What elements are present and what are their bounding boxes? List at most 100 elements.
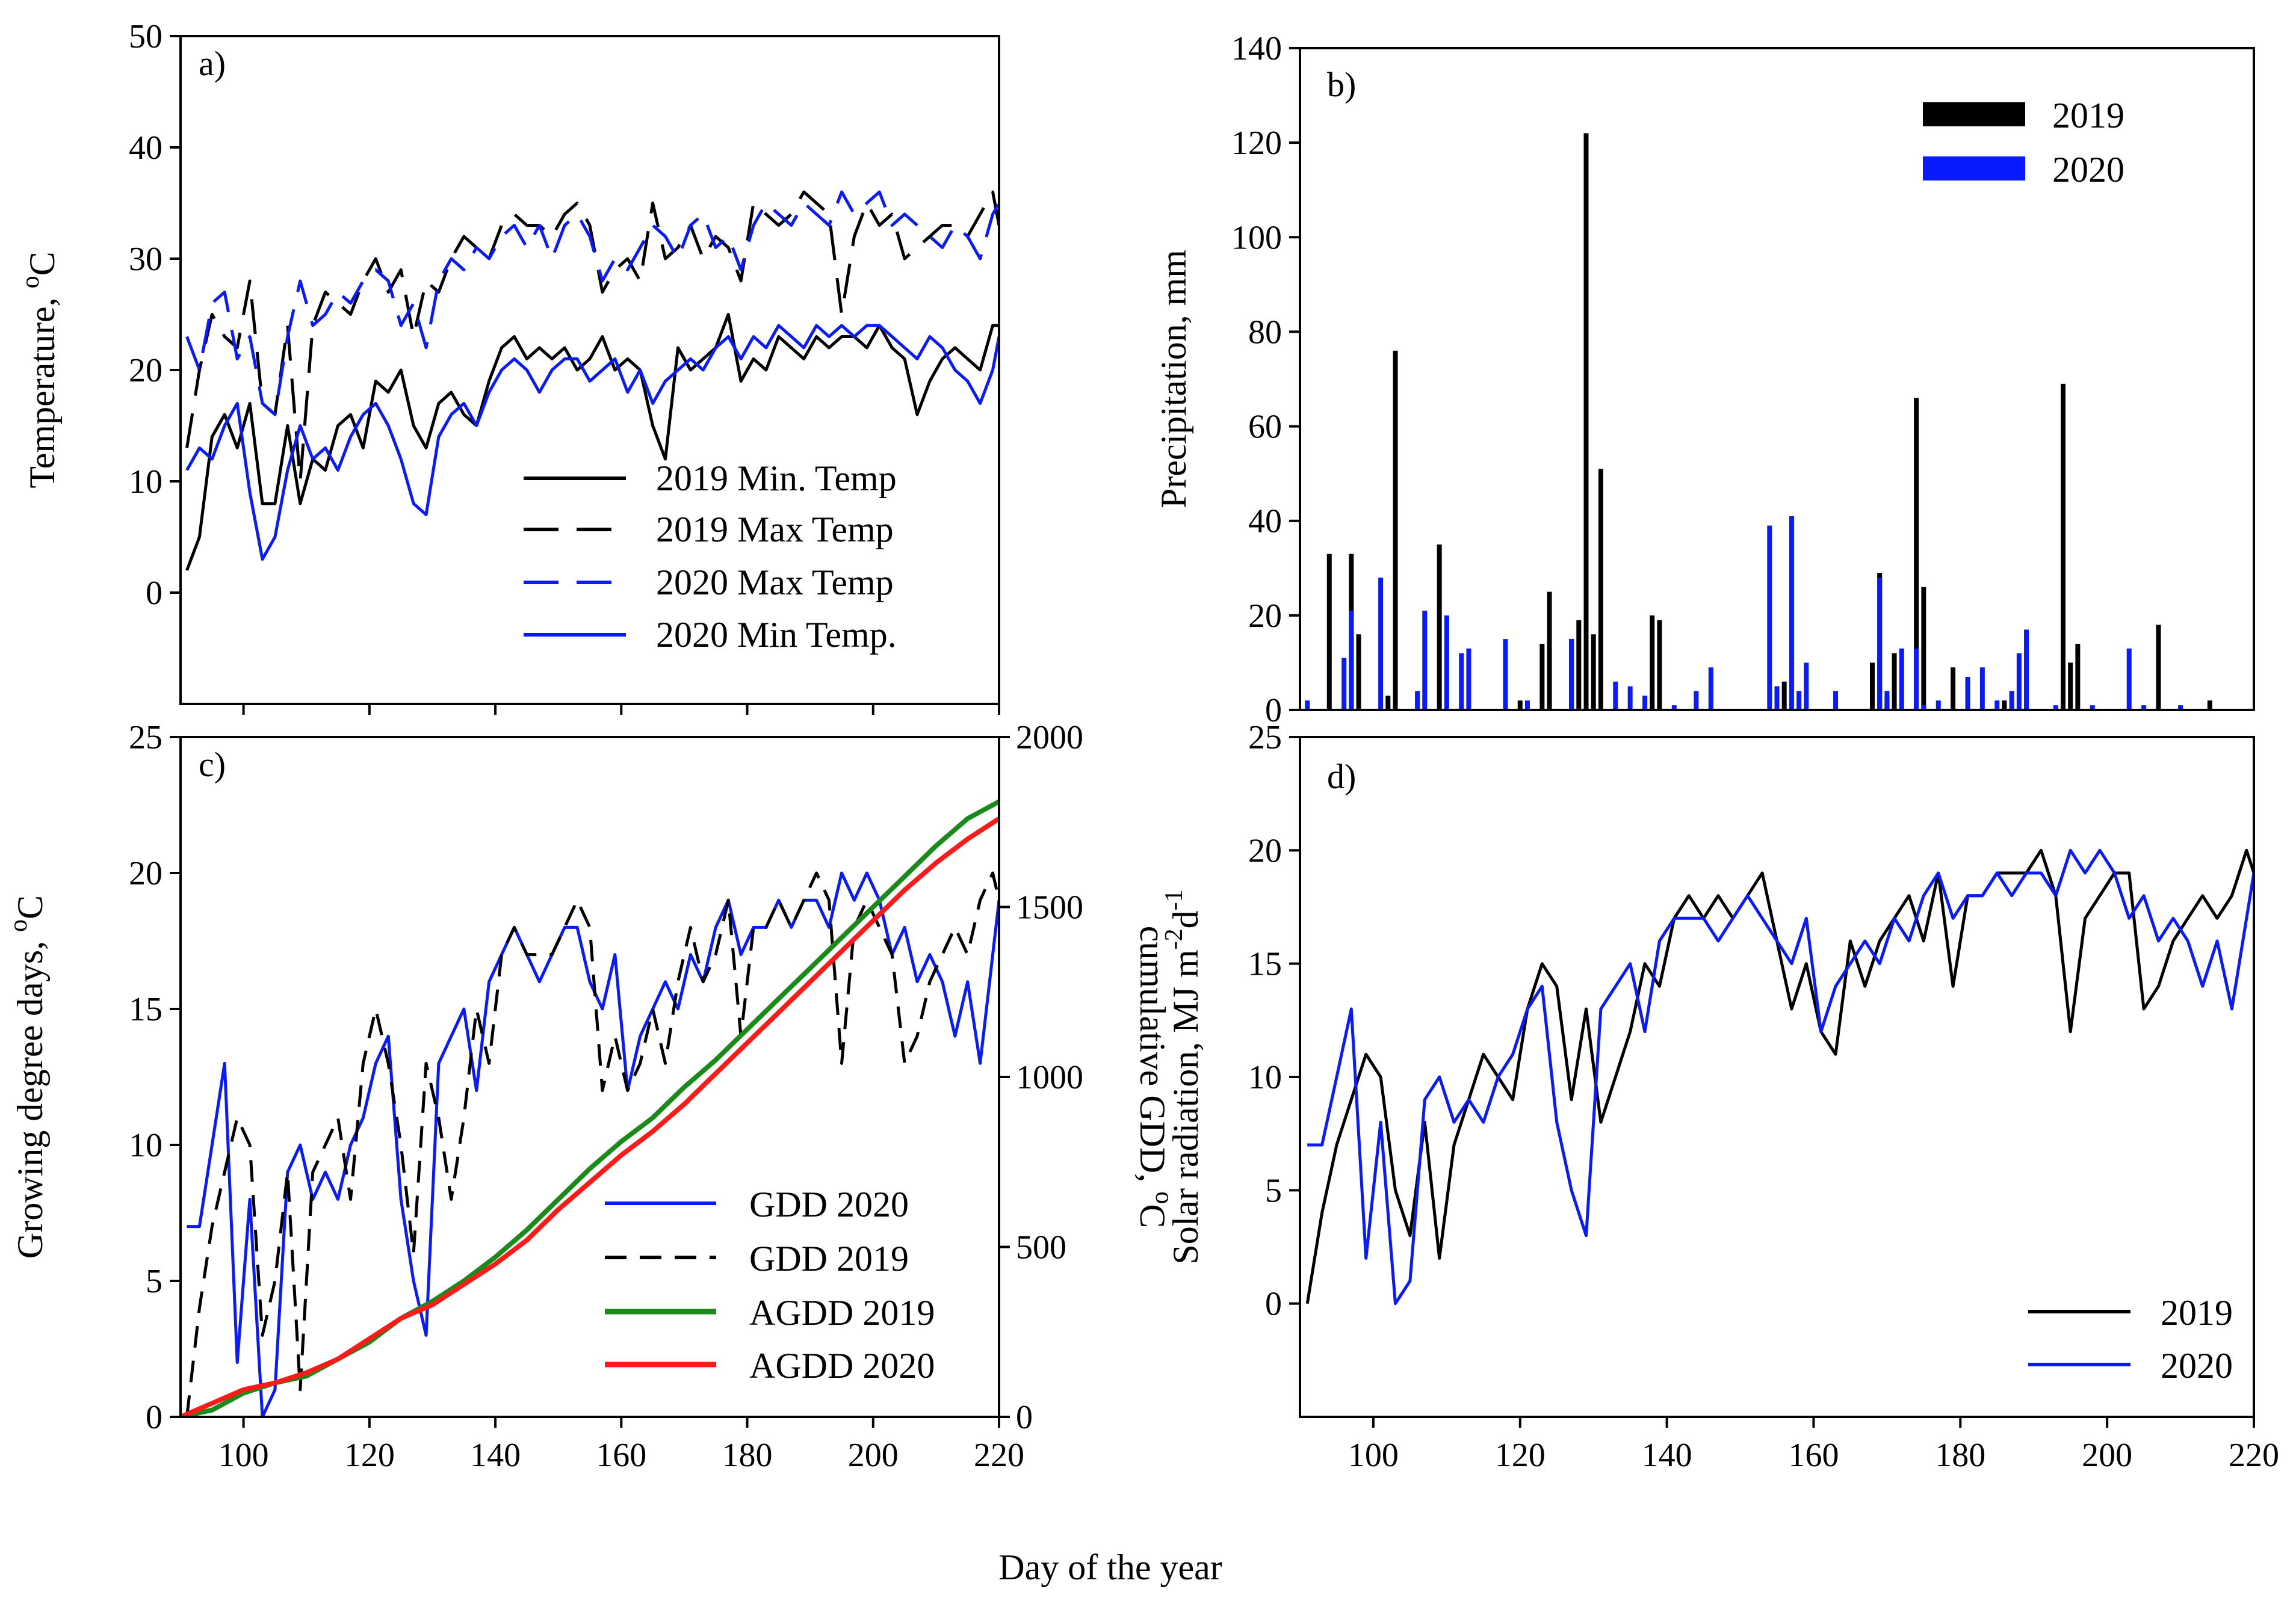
c-series-clip bbox=[181, 799, 999, 1417]
d-y-tick-label: 15 bbox=[1248, 946, 1282, 983]
c-y2-axis-label: cumulative GDD, oC bbox=[1133, 926, 1178, 1229]
b-bar-2020 bbox=[2141, 705, 2147, 710]
b-bar-2020 bbox=[1804, 662, 1809, 710]
a-series-2020-min-temp bbox=[185, 324, 999, 561]
d-x-tick-label: 180 bbox=[1935, 1437, 1985, 1474]
c-panel-label: c) bbox=[199, 745, 226, 784]
b-bar-2019 bbox=[2061, 383, 2065, 710]
c-legend: GDD 2020 GDD 2019 AGDD 2019 AGDD 2020 bbox=[605, 1185, 935, 1386]
b-bar-2020 bbox=[1994, 700, 2000, 710]
a-series-2019-max-temp bbox=[185, 190, 999, 483]
b-bar-2020 bbox=[1965, 677, 1970, 710]
b-bar-2020 bbox=[2009, 691, 2014, 710]
a-y-axis-label: Temperature, oC bbox=[17, 251, 62, 488]
a-y-tick-label: 50 bbox=[129, 18, 162, 55]
b-bar-2019 bbox=[1385, 696, 1391, 710]
b-bar-2019 bbox=[1914, 398, 1919, 710]
c-y-tick-label: 10 bbox=[129, 1127, 162, 1164]
b-bar-2019 bbox=[1393, 350, 1398, 710]
c-y-axis-label: Growing degree days, oC bbox=[5, 895, 50, 1259]
d-legend-label-2020: 2020 bbox=[2161, 1346, 2233, 1386]
b-bar-2019 bbox=[1583, 133, 1589, 710]
b-y-axis-label: Precipitation, mm bbox=[1154, 250, 1193, 508]
b-bar-2019 bbox=[1657, 620, 1662, 710]
b-bar-2020 bbox=[1833, 691, 1839, 710]
d-x-tick-label: 160 bbox=[1788, 1437, 1839, 1474]
x-axis-label: Day of the year bbox=[998, 1547, 1222, 1587]
b-bar-2020 bbox=[2178, 705, 2183, 710]
b-bar-2019 bbox=[2207, 700, 2212, 710]
b-panel-label: b) bbox=[1327, 65, 1356, 104]
c-series-group bbox=[181, 799, 999, 1417]
b-bar-2020 bbox=[1305, 700, 1310, 710]
b-bar-2020 bbox=[1503, 639, 1508, 710]
a-ticks-group: 0 10 20 30 40 50 bbox=[129, 18, 1000, 715]
b-y-tick-label: 0 bbox=[1265, 692, 1282, 729]
c-y2-tick-label: 2000 bbox=[1016, 719, 1083, 756]
b-y-tick-label: 140 bbox=[1231, 30, 1282, 67]
c-y-tick-label: 0 bbox=[146, 1399, 162, 1436]
b-bar-2020 bbox=[2024, 629, 2029, 710]
b-bar-2019 bbox=[1781, 681, 1787, 710]
c-x-tick-label: 120 bbox=[344, 1437, 395, 1474]
d-y-axis-label: Solar radiation, MJ m-2d-1 bbox=[1160, 889, 1205, 1264]
b-bar-2019 bbox=[1326, 554, 1332, 710]
a-plot-frame bbox=[179, 35, 1000, 705]
b-bar-2020 bbox=[1627, 686, 1633, 710]
d-x-tick-label: 140 bbox=[1642, 1437, 1692, 1474]
b-plot-frame bbox=[1299, 47, 2255, 711]
d-x-tick-label: 220 bbox=[2229, 1437, 2279, 1474]
a-legend-label-2019-max: 2019 Max Temp bbox=[656, 510, 894, 549]
b-bar-2019 bbox=[1547, 591, 1552, 710]
a-legend-label-2019-min: 2019 Min. Temp bbox=[656, 458, 897, 498]
b-bar-2019 bbox=[2156, 625, 2161, 710]
b-bar-2019 bbox=[1517, 700, 1523, 710]
d-series-clip bbox=[1305, 848, 2254, 1306]
panel-d-solar-radiation-chart: 0 5 10 15 20 25 100 120 140 160 180 200 220 d) Solar… bbox=[1160, 719, 2279, 1474]
a-y-tick-label: 30 bbox=[129, 241, 162, 278]
a-series-2020-max-temp bbox=[185, 190, 999, 416]
d-x-tick-label: 120 bbox=[1495, 1437, 1546, 1474]
c-x-tick-label: 200 bbox=[848, 1437, 899, 1474]
b-bar-2020 bbox=[1613, 681, 1618, 710]
c-x-tick-label: 140 bbox=[470, 1437, 521, 1474]
b-bar-2019 bbox=[1892, 653, 1897, 710]
c-y-tick-label: 20 bbox=[129, 855, 162, 892]
b-legend-swatch-2019 bbox=[1923, 102, 2025, 126]
b-bar-2020 bbox=[1524, 700, 1530, 710]
b-y-tick-label: 80 bbox=[1248, 313, 1282, 351]
c-y-tick-label: 25 bbox=[129, 719, 162, 756]
b-bar-2020 bbox=[1569, 639, 1574, 710]
c-x-tick-label: 220 bbox=[974, 1437, 1024, 1474]
d-legend: 2019 2020 bbox=[2028, 1293, 2233, 1386]
b-series-clip bbox=[1305, 133, 2212, 710]
b-bar-2019 bbox=[1356, 634, 1361, 710]
b-legend-label-2019: 2019 bbox=[2052, 96, 2124, 135]
panel-a-temperature-chart: 0 10 20 30 40 50 a) Temperature, oC 2019 Min.… bbox=[17, 18, 1000, 715]
c-y2-tick-label: 500 bbox=[1016, 1229, 1066, 1266]
a-series-2019-min-temp bbox=[185, 313, 999, 571]
b-bar-2019 bbox=[1591, 634, 1596, 710]
a-series-clip bbox=[185, 190, 999, 571]
b-y-tick-label: 20 bbox=[1248, 597, 1282, 635]
b-legend: 2019 2020 bbox=[1923, 96, 2124, 190]
b-bar-2019 bbox=[2075, 644, 2081, 710]
b-bar-2019 bbox=[2068, 662, 2073, 710]
a-y-tick-label: 0 bbox=[146, 575, 162, 612]
b-legend-swatch-2020 bbox=[1923, 156, 2025, 180]
b-bar-2020 bbox=[1422, 611, 1428, 710]
c-y2-tick-label: 1500 bbox=[1016, 889, 1083, 927]
a-legend: 2019 Min. Temp 2019 Max Temp 2020 Max Te… bbox=[524, 458, 897, 655]
a-y-tick-label: 40 bbox=[129, 129, 162, 167]
c-x-tick-label: 100 bbox=[218, 1437, 269, 1474]
b-bar-2019 bbox=[1437, 544, 1442, 710]
b-ticks-group: 0 20 40 60 80 100 120 140 bbox=[1231, 30, 1300, 729]
b-series-group bbox=[1305, 133, 2212, 710]
d-legend-label-2019: 2019 bbox=[2161, 1293, 2233, 1333]
d-y-tick-label: 20 bbox=[1248, 832, 1282, 869]
c-y-tick-label: 15 bbox=[129, 991, 162, 1028]
a-legend-label-2020-max: 2020 Max Temp bbox=[656, 563, 894, 602]
b-bar-2020 bbox=[1378, 578, 1384, 710]
d-series-2020 bbox=[1307, 848, 2254, 1306]
